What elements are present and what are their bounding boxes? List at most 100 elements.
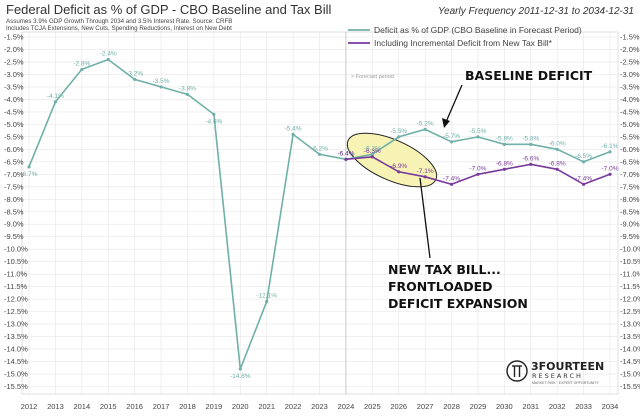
- x-tick-label: 2012: [21, 402, 38, 411]
- chart-title: Federal Deficit as % of GDP - CBO Baseli…: [6, 2, 331, 17]
- baseline-arrow-head: [442, 118, 450, 128]
- taxbill-point: [449, 182, 454, 186]
- y-tick-label-left: -11.0%: [4, 270, 28, 279]
- baseline-point: [555, 147, 559, 151]
- taxbill-data-label: -6.3%: [364, 148, 381, 155]
- baseline-data-label: -5.5%: [469, 128, 486, 135]
- baseline-data-label: -5.7%: [443, 133, 460, 140]
- y-tick-label-right: -4.5%: [620, 107, 640, 116]
- baseline-data-label: -3.5%: [153, 78, 170, 85]
- baseline-point: [397, 135, 401, 139]
- baseline-data-label: -5.4%: [285, 125, 302, 132]
- taxbill-data-label: -6.6%: [522, 155, 539, 162]
- y-tick-label-right: -2.0%: [620, 45, 640, 54]
- y-tick-label-right: -10.0%: [620, 245, 640, 254]
- taxbill-point: [502, 167, 506, 171]
- baseline-point: [133, 77, 137, 82]
- baseline-point: [476, 135, 480, 139]
- baseline-point: [449, 140, 454, 144]
- taxbill-leader-line: [419, 177, 431, 259]
- taxbill-point: [608, 172, 612, 176]
- baseline-data-label: -6.0%: [549, 140, 566, 147]
- baseline-point: [53, 100, 58, 104]
- baseline-point: [317, 152, 322, 156]
- y-tick-label-left: -11.5%: [4, 282, 28, 291]
- x-tick-label: 2027: [417, 402, 434, 411]
- plot-frame: [21, 31, 619, 395]
- y-tick-label-left: -14.0%: [4, 345, 28, 354]
- x-tick-label: 2020: [232, 402, 249, 411]
- chart-subtitle-1: Assumes 3.9% GDP Growth Through 2034 and…: [6, 18, 232, 25]
- taxbill-data-label: -6.9%: [390, 163, 407, 170]
- baseline-data-label: -5.5%: [390, 128, 407, 135]
- y-tick-label-left: -10.0%: [4, 245, 28, 254]
- baseline-data-label: -2.4%: [100, 50, 117, 57]
- legend: Deficit as % of GDP (CBO Baseline in For…: [348, 25, 582, 48]
- y-tick-label-left: -10.5%: [4, 257, 28, 266]
- x-tick-label: 2032: [549, 402, 566, 411]
- y-tick-label-right: -5.0%: [620, 120, 640, 129]
- y-tick-label-left: -8.5%: [4, 207, 24, 216]
- taxbill-data-label: -7.4%: [575, 175, 592, 182]
- x-tick-label: 2022: [285, 402, 302, 411]
- y-tick-label-right: -13.5%: [620, 332, 640, 341]
- y-tick-label-left: -13.0%: [4, 320, 28, 329]
- y-tick-label-right: -6.5%: [620, 157, 640, 166]
- baseline-point: [159, 85, 163, 89]
- frequency-label: Yearly Frequency 2011-12-31 to 2034-12-3…: [438, 6, 634, 17]
- baseline-point: [291, 132, 295, 136]
- taxbill-data-label: -6.8%: [549, 160, 566, 167]
- baseline-deficit-annotation: BASELINE DEFICIT: [465, 68, 593, 83]
- y-tick-label-left: -15.0%: [4, 370, 28, 379]
- x-tick-label: 2018: [179, 402, 196, 411]
- taxbill-point: [529, 162, 533, 166]
- taxbill-data-label: -7.1%: [417, 168, 434, 175]
- baseline-data-label: -6.2%: [311, 145, 328, 152]
- taxbill-point: [344, 157, 348, 161]
- y-tick-label-right: -12.0%: [620, 295, 640, 304]
- baseline-point: [370, 152, 374, 156]
- data-markers: [27, 57, 612, 371]
- x-axis-ticks: 2012 2013 2014 2015 2016 2017 2018 2019 2020 2021…: [21, 402, 619, 411]
- y-tick-label-left: -15.5%: [4, 382, 28, 391]
- baseline-data-label: -5.8%: [522, 135, 539, 142]
- y-tick-label-right: -15.5%: [620, 382, 640, 391]
- y-tick-label-right: -8.5%: [620, 207, 640, 216]
- taxbill-point: [581, 182, 586, 186]
- baseline-data-label: -6.7%: [21, 171, 38, 178]
- forecast-period-label: > Forecast period: [351, 74, 394, 80]
- y-tick-label-right: -15.0%: [620, 370, 640, 379]
- taxbill-data-label: -7.0%: [469, 165, 486, 172]
- legend-baseline-label: Deficit as % of GDP (CBO Baseline in For…: [374, 25, 582, 35]
- y-tick-label-right: -12.5%: [620, 307, 640, 316]
- y-tick-label-right: -10.5%: [620, 257, 640, 266]
- y-tick-label-right: -4.0%: [620, 95, 640, 104]
- x-tick-label: 2030: [496, 402, 513, 411]
- x-tick-label: 2019: [206, 402, 223, 411]
- baseline-point: [502, 142, 506, 146]
- y-tick-label-right: -3.0%: [620, 70, 640, 79]
- y-tick-label-right: -14.0%: [620, 345, 640, 354]
- y-tick-label-left: -3.5%: [4, 82, 24, 91]
- baseline-data-label: -3.8%: [179, 85, 196, 92]
- baseline-point: [608, 150, 612, 154]
- baseline-arrow-shaft: [445, 84, 463, 123]
- taxbill-point: [370, 155, 374, 159]
- y-tick-label-left: -8.0%: [4, 195, 24, 204]
- x-tick-label: 2017: [153, 402, 170, 411]
- x-tick-label: 2033: [575, 402, 592, 411]
- taxbill-point: [555, 167, 559, 171]
- logo-tagline: MARKET RISK · EXPERT OPPORTUNITY: [532, 381, 600, 385]
- y-tick-label-left: -7.5%: [4, 182, 24, 191]
- y-tick-label-left: -9.5%: [4, 232, 24, 241]
- taxbill-annotation-line3: DEFICIT EXPANSION: [388, 296, 528, 311]
- y-tick-label-right: -9.0%: [620, 220, 640, 229]
- y-tick-label-left: -2.5%: [4, 57, 24, 66]
- y-tick-label-left: -5.5%: [4, 132, 24, 141]
- y-tick-label-right: -9.5%: [620, 232, 640, 241]
- x-tick-label: 2016: [126, 402, 143, 411]
- baseline-point: [80, 67, 84, 72]
- y-tick-label-right: -6.0%: [620, 145, 640, 154]
- baseline-point: [27, 165, 31, 169]
